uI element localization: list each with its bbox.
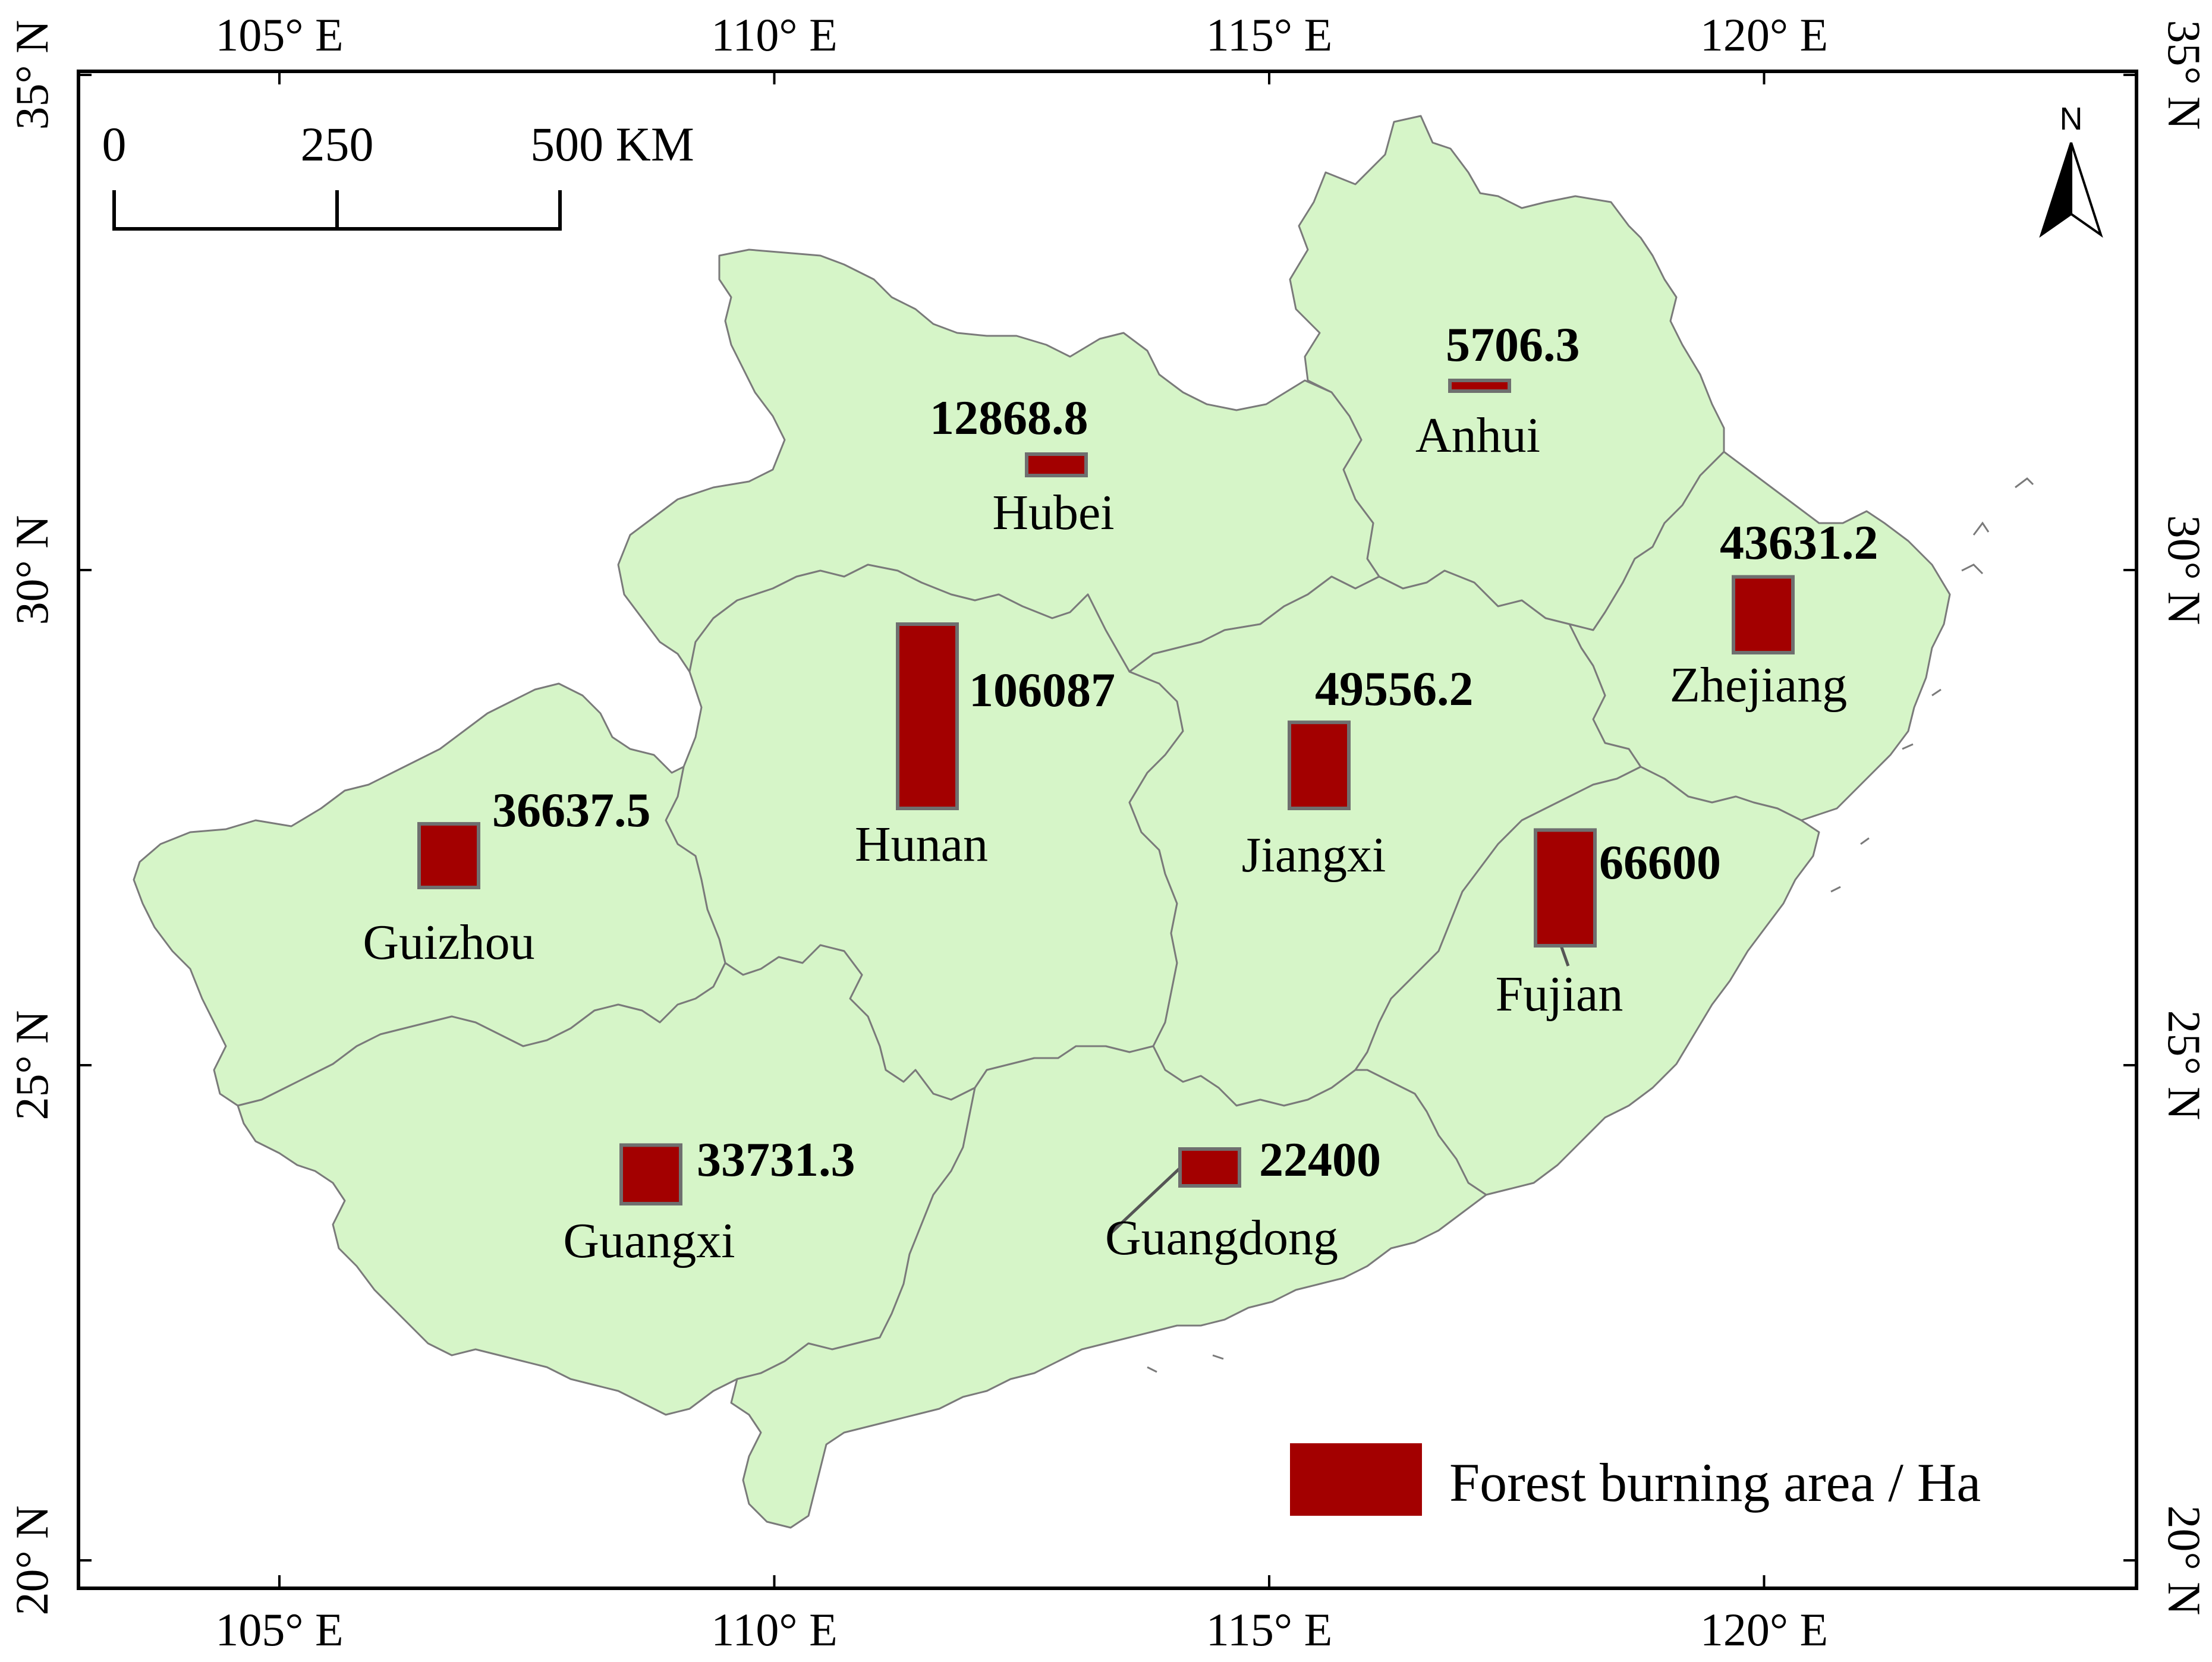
lat-label-left-2: 25° N bbox=[6, 1010, 58, 1120]
scale-label-0: 0 bbox=[102, 117, 127, 171]
lat-label-right-3: 20° N bbox=[2158, 1505, 2210, 1615]
province-label-guizhou: Guizhou bbox=[363, 915, 534, 970]
legend-swatch bbox=[1290, 1443, 1422, 1516]
scale-bar: 0 250 500 KM bbox=[102, 117, 694, 231]
province-guangdong bbox=[730, 1045, 1487, 1529]
province-label-hubei: Hubei bbox=[992, 485, 1114, 540]
north-arrow-label: N bbox=[2060, 101, 2083, 137]
legend: Forest burning area / Ha bbox=[1290, 1443, 1981, 1516]
value-label-anhui: 5706.3 bbox=[1446, 317, 1580, 372]
lat-label-right-0: 35° N bbox=[2158, 20, 2210, 130]
coastal-islands bbox=[1147, 477, 2034, 1373]
scale-label-250: 250 bbox=[301, 117, 374, 171]
province-label-hunan: Hunan bbox=[855, 817, 988, 872]
value-label-hubei: 12868.8 bbox=[930, 391, 1088, 445]
graticule-axes: 105° E 105° E 110° E 110° E 115° E 115° E 120°… bbox=[6, 9, 2210, 1655]
value-label-guangdong: 22400 bbox=[1259, 1132, 1381, 1186]
lat-label-left-0: 35° N bbox=[6, 20, 58, 130]
lon-label-top-0: 105° E bbox=[215, 9, 343, 61]
bar-jiangxi bbox=[1288, 720, 1351, 810]
province-label-fujian: Fujian bbox=[1496, 967, 1623, 1022]
value-label-hunan: 106087 bbox=[969, 663, 1115, 717]
bar-hunan bbox=[896, 622, 959, 810]
lon-label-top-3: 120° E bbox=[1700, 9, 1828, 61]
bar-hubei bbox=[1025, 452, 1088, 477]
lat-label-right-1: 30° N bbox=[2158, 515, 2210, 625]
value-label-guizhou: 36637.5 bbox=[492, 783, 651, 837]
burning-area-bars: 5706.3 Anhui 12868.8 Hubei 43631.2 Zhejiang 10… bbox=[363, 317, 1878, 1268]
bar-zhejiang bbox=[1732, 575, 1795, 654]
province-label-guangdong: Guangdong bbox=[1105, 1210, 1338, 1266]
bar-guizhou bbox=[417, 821, 480, 889]
lon-label-top-2: 115° E bbox=[1206, 9, 1332, 61]
value-label-fujian: 66600 bbox=[1599, 835, 1721, 889]
lat-label-left-1: 30° N bbox=[6, 515, 58, 625]
lon-label-bottom-0: 105° E bbox=[215, 1604, 343, 1655]
legend-label: Forest burning area / Ha bbox=[1449, 1452, 1981, 1513]
province-label-jiangxi: Jiangxi bbox=[1242, 827, 1386, 883]
lat-label-left-3: 20° N bbox=[6, 1505, 58, 1615]
value-label-zhejiang: 43631.2 bbox=[1720, 515, 1879, 569]
value-label-jiangxi: 49556.2 bbox=[1315, 662, 1474, 716]
province-label-anhui: Anhui bbox=[1415, 408, 1540, 463]
provinces-layer bbox=[133, 115, 2034, 1529]
bar-fujian bbox=[1534, 828, 1597, 948]
lat-label-right-2: 25° N bbox=[2158, 1010, 2210, 1120]
value-label-guangxi: 33731.3 bbox=[697, 1132, 855, 1186]
bar-guangxi bbox=[619, 1143, 682, 1205]
lon-label-bottom-2: 115° E bbox=[1206, 1604, 1332, 1655]
province-label-zhejiang: Zhejiang bbox=[1670, 657, 1848, 713]
leader-line-fujian bbox=[1559, 945, 1570, 967]
province-label-guangxi: Guangxi bbox=[563, 1213, 735, 1268]
scale-label-500-km: 500 KM bbox=[530, 117, 694, 171]
north-arrow-icon: N bbox=[2039, 101, 2103, 238]
leader-line-guangdong bbox=[1109, 1167, 1181, 1235]
lon-label-top-1: 110° E bbox=[711, 9, 837, 61]
lon-label-bottom-1: 110° E bbox=[711, 1604, 837, 1655]
bar-anhui bbox=[1448, 379, 1511, 393]
province-fujian bbox=[1354, 766, 1820, 1196]
bar-guangdong bbox=[1178, 1147, 1241, 1188]
lon-label-bottom-3: 120° E bbox=[1700, 1604, 1828, 1655]
